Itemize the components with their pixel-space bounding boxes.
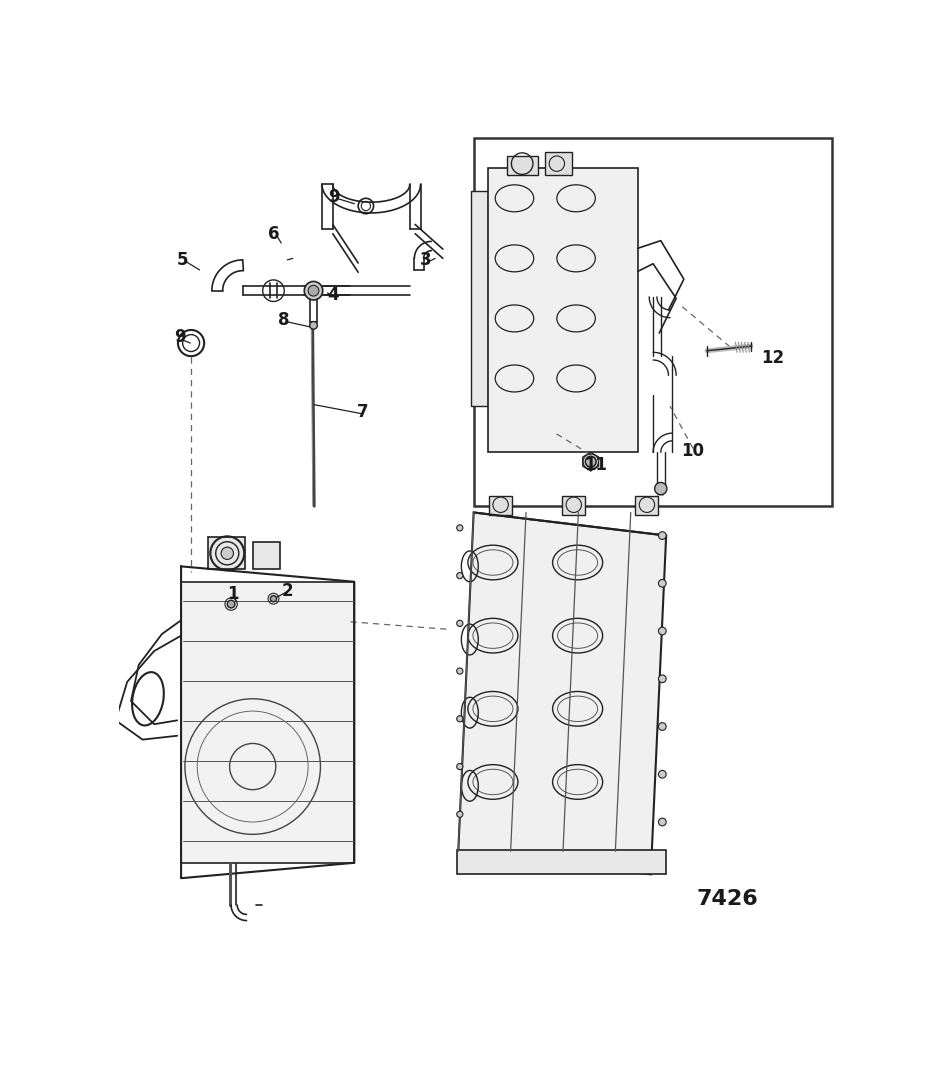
- Bar: [470, 190, 487, 406]
- Bar: [487, 168, 637, 453]
- Circle shape: [308, 285, 318, 296]
- Text: 9: 9: [328, 188, 339, 205]
- Text: 11: 11: [583, 456, 607, 474]
- Text: 3: 3: [419, 250, 431, 269]
- Circle shape: [309, 321, 317, 329]
- Circle shape: [271, 596, 276, 602]
- Circle shape: [658, 818, 665, 826]
- Circle shape: [456, 716, 462, 722]
- Text: 10: 10: [680, 442, 703, 460]
- Circle shape: [658, 532, 665, 540]
- Circle shape: [456, 620, 462, 627]
- Circle shape: [456, 525, 462, 531]
- Polygon shape: [458, 513, 665, 874]
- Bar: [208, 538, 244, 570]
- Text: 8: 8: [278, 311, 289, 329]
- Circle shape: [456, 763, 462, 770]
- Circle shape: [658, 722, 665, 730]
- Bar: [489, 496, 512, 515]
- Text: 4: 4: [328, 286, 339, 304]
- Circle shape: [456, 668, 462, 674]
- Bar: [253, 542, 279, 570]
- Text: 12: 12: [760, 349, 783, 368]
- Bar: [545, 152, 572, 175]
- Circle shape: [658, 771, 665, 778]
- Circle shape: [221, 547, 233, 559]
- Circle shape: [658, 627, 665, 635]
- Text: 2: 2: [281, 582, 293, 600]
- Circle shape: [658, 579, 665, 587]
- Circle shape: [585, 456, 595, 467]
- Circle shape: [658, 675, 665, 683]
- Text: 5: 5: [177, 250, 188, 269]
- Bar: [474, 139, 831, 506]
- Text: 9: 9: [173, 328, 185, 346]
- Bar: [506, 156, 537, 175]
- Circle shape: [456, 812, 462, 817]
- Bar: [635, 496, 658, 515]
- Bar: [181, 582, 354, 863]
- Circle shape: [227, 600, 235, 608]
- Circle shape: [654, 483, 666, 494]
- Bar: [562, 496, 585, 515]
- Text: 7: 7: [357, 403, 368, 421]
- Text: 1: 1: [227, 585, 239, 603]
- Circle shape: [304, 282, 322, 300]
- Text: 6: 6: [268, 225, 279, 243]
- Text: 7426: 7426: [696, 889, 758, 909]
- Circle shape: [456, 573, 462, 578]
- Bar: [456, 849, 665, 874]
